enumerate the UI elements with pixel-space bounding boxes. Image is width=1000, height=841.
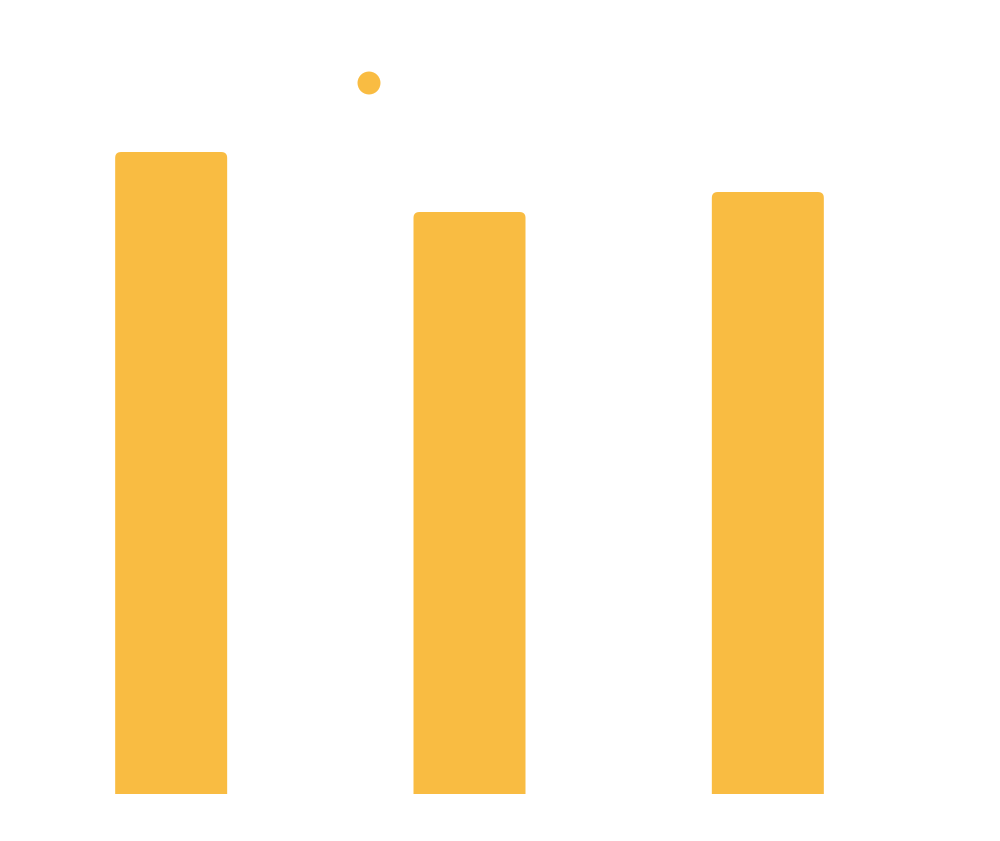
- bar: [413, 212, 526, 794]
- bar: [711, 192, 824, 794]
- bar: [115, 152, 228, 794]
- legend-marker: [357, 71, 381, 95]
